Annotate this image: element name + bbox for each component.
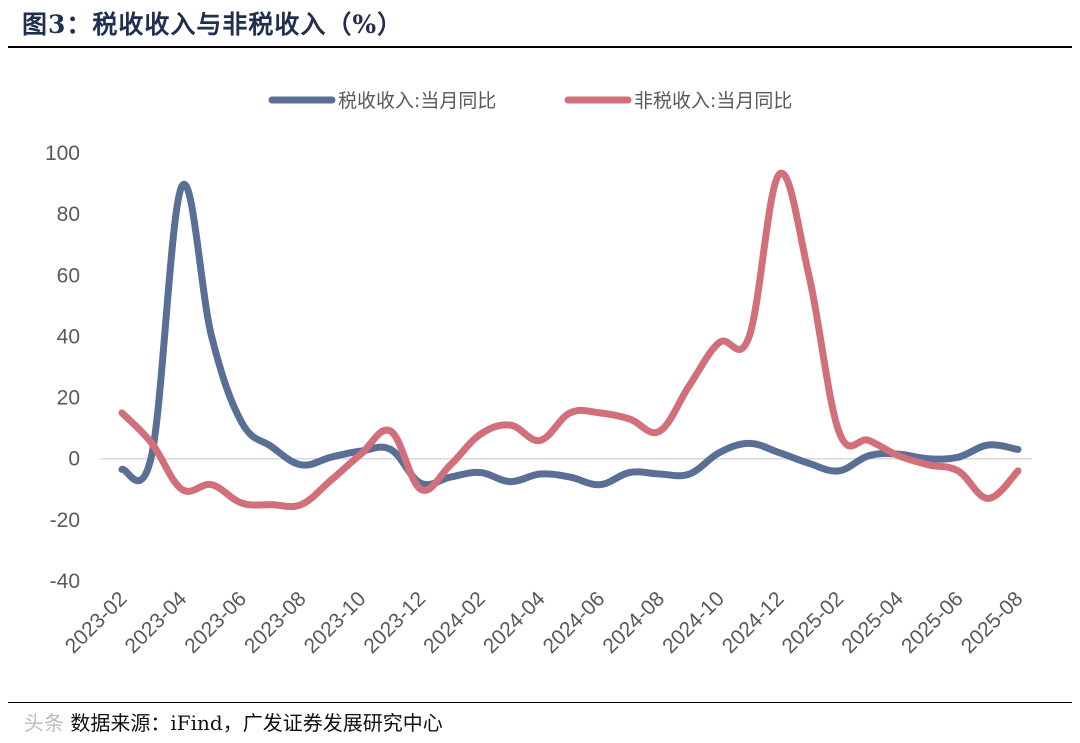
tax-revenue-line — [118, 180, 1022, 489]
x-tick-label: 2025-04 — [837, 587, 908, 658]
source-note: 头条 数据来源：iFind，广发证券发展研究中心 — [24, 708, 443, 738]
y-axis-tick-labels: -40 -20 0 20 40 60 80 100 — [45, 142, 80, 593]
x-tick-label: 2025-02 — [778, 587, 849, 658]
chart-legend: 税收收入:当月同比 非税收入:当月同比 — [268, 90, 792, 112]
x-tick-label: 2023-02 — [61, 587, 132, 658]
footer-rule — [8, 702, 1072, 703]
x-tick-label: 2024-08 — [598, 587, 669, 658]
line-chart: 税收收入:当月同比 非税收入:当月同比 -40 -20 0 20 40 60 80 100 20… — [45, 90, 1032, 658]
figure-title: 图3：税收收入与非税收入（%） — [22, 10, 404, 39]
x-tick-label: 2024-02 — [419, 587, 490, 658]
legend-label: 非税收入:当月同比 — [634, 90, 792, 112]
source-text: iFind，广发证券发展研究中心 — [170, 711, 443, 735]
x-tick-label: 2024-04 — [479, 587, 550, 658]
y-tick-label: -40 — [50, 570, 80, 593]
title-underline — [8, 46, 1072, 48]
legend-item-tax: 税收收入:当月同比 — [268, 90, 496, 112]
x-tick-label: 2023-06 — [180, 587, 251, 658]
x-tick-label: 2025-06 — [897, 587, 968, 658]
x-tick-label: 2024-12 — [718, 587, 789, 658]
x-axis-tick-labels: 2023-022023-042023-062023-082023-102023-… — [61, 587, 1028, 658]
y-tick-label: 40 — [57, 325, 80, 348]
non-tax-revenue-line — [118, 169, 1022, 511]
legend-item-non-tax: 非税收入:当月同比 — [564, 90, 792, 112]
y-tick-label: 80 — [57, 203, 80, 226]
x-tick-label: 2023-08 — [240, 587, 311, 658]
x-tick-label: 2024-06 — [539, 587, 610, 658]
x-tick-label: 2024-10 — [658, 587, 729, 658]
legend-label: 税收收入:当月同比 — [338, 90, 496, 112]
y-tick-label: 100 — [45, 142, 80, 165]
x-tick-label: 2025-08 — [957, 587, 1028, 658]
y-tick-label: 60 — [57, 264, 80, 287]
x-tick-label: 2023-12 — [359, 587, 430, 658]
y-tick-label: 20 — [57, 387, 80, 410]
chart-series — [118, 169, 1022, 511]
source-prefix: 数据来源： — [70, 711, 171, 735]
y-tick-label: 0 — [68, 448, 80, 471]
watermark-text: 头条 — [24, 711, 64, 735]
y-tick-label: -20 — [50, 509, 80, 532]
x-tick-label: 2023-10 — [300, 587, 371, 658]
x-tick-label: 2023-04 — [121, 587, 192, 658]
